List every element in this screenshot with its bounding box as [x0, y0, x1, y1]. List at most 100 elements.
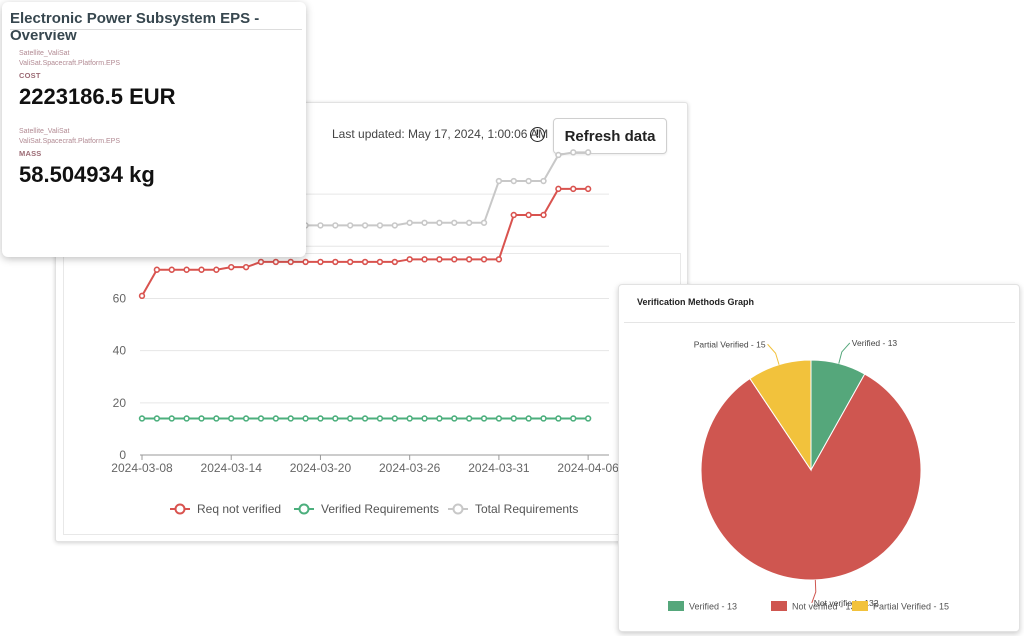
x-tick-label: 2024-03-08 — [111, 461, 173, 475]
data-point — [198, 266, 205, 273]
data-point — [421, 256, 428, 263]
refresh-data-button[interactable]: Refresh data — [553, 118, 667, 154]
pie-legend-label: Not verified - 132 — [792, 602, 861, 612]
data-point — [421, 415, 428, 422]
data-point — [391, 222, 399, 229]
data-point — [153, 415, 161, 422]
data-point — [584, 185, 592, 193]
verification-methods-card: Verification Methods Graph Verified - 13… — [618, 284, 1020, 632]
data-point — [510, 211, 517, 219]
data-point — [451, 219, 458, 226]
data-point — [480, 256, 488, 263]
data-point — [198, 415, 205, 422]
data-point — [406, 415, 413, 422]
legend-marker — [298, 503, 310, 515]
data-point — [525, 211, 532, 219]
data-point — [317, 222, 324, 229]
data-point — [346, 258, 354, 266]
cost-value: 2223186.5 EUR — [19, 84, 176, 109]
pie-data-label: Partial Verified - 15 — [694, 339, 766, 349]
info-icon[interactable]: ! — [530, 127, 545, 142]
y-tick-label: 0 — [119, 448, 126, 462]
data-point — [213, 415, 220, 422]
data-point — [465, 415, 473, 422]
data-point — [242, 415, 250, 422]
eps-overview-card: Electronic Power Subsystem EPS - Overvie… — [2, 2, 306, 257]
data-point — [287, 258, 294, 266]
pie-leader-line — [838, 342, 851, 364]
data-point — [272, 258, 280, 266]
data-point — [495, 415, 503, 422]
overview-divider — [10, 29, 302, 30]
data-point — [451, 415, 458, 422]
data-point — [495, 177, 503, 185]
data-point — [540, 415, 547, 422]
y-tick-label: 60 — [113, 291, 127, 305]
data-point — [451, 256, 458, 263]
data-point — [436, 256, 443, 263]
data-point — [257, 258, 265, 266]
pie-data-label: Not verified - 132 — [814, 598, 879, 608]
x-tick-label: 2024-03-31 — [468, 461, 530, 475]
last-updated-text: Last updated: May 17, 2024, 1:00:06 AM — [332, 127, 549, 141]
requirements-line-chart: 0204060802024-03-082024-03-142024-03-202… — [111, 149, 619, 516]
data-point — [376, 222, 384, 229]
mass-path-line2: ValiSat.Spacecraft.Platform.EPS — [19, 138, 121, 145]
data-point — [406, 256, 413, 263]
x-tick-label: 2024-03-26 — [379, 461, 441, 475]
data-point — [555, 185, 562, 193]
data-point — [406, 219, 413, 226]
pie-legend-label: Partial Verified - 15 — [873, 602, 949, 612]
pie-divider — [624, 322, 1015, 323]
data-point — [436, 219, 443, 226]
data-point — [361, 415, 369, 422]
data-point — [510, 177, 517, 185]
pie-leader-line — [767, 343, 780, 365]
data-point — [391, 415, 399, 422]
pie-legend-swatch — [852, 601, 868, 611]
overview-title: Electronic Power Subsystem EPS - Overvie… — [10, 10, 260, 44]
y-tick-label: 20 — [113, 396, 127, 410]
data-point — [361, 222, 369, 229]
data-point — [317, 258, 324, 266]
data-point — [376, 258, 384, 266]
data-point — [570, 185, 577, 193]
cost-label: COST — [19, 71, 41, 80]
data-point — [480, 219, 488, 226]
mass-path-line1: Satellite_ValiSat — [19, 128, 70, 135]
cost-path-line2: ValiSat.Spacecraft.Platform.EPS — [19, 60, 121, 67]
data-point — [332, 258, 339, 266]
x-tick-label: 2024-03-20 — [290, 461, 352, 475]
y-tick-label: 40 — [113, 344, 127, 358]
data-point — [495, 256, 503, 263]
pie-legend-swatch — [771, 601, 787, 611]
legend-label: Verified Requirements — [321, 502, 439, 516]
data-point — [376, 415, 384, 422]
data-point — [153, 266, 161, 273]
data-point — [168, 415, 175, 422]
data-point — [302, 415, 309, 422]
data-point — [570, 149, 577, 156]
data-point — [287, 415, 294, 422]
data-point — [332, 222, 339, 229]
data-point — [138, 292, 146, 300]
data-point — [540, 177, 547, 185]
pie-leader-line — [811, 579, 817, 604]
requirements-chart-card: Last updated: May 17, 2024, 1:00:06 AM !… — [55, 102, 688, 542]
data-point — [242, 263, 250, 271]
data-point — [183, 266, 190, 273]
data-point — [584, 149, 592, 156]
x-tick-label: 2024-04-06 — [557, 461, 619, 475]
data-point — [183, 415, 190, 422]
data-point — [465, 219, 473, 226]
data-point — [272, 415, 280, 422]
data-point — [465, 256, 473, 263]
pie-slice — [700, 373, 922, 581]
data-point — [346, 415, 354, 422]
data-point — [168, 266, 175, 273]
data-point — [525, 415, 532, 422]
data-point — [213, 266, 220, 273]
legend-label: Total Requirements — [475, 502, 578, 516]
mass-label: MASS — [19, 149, 42, 158]
